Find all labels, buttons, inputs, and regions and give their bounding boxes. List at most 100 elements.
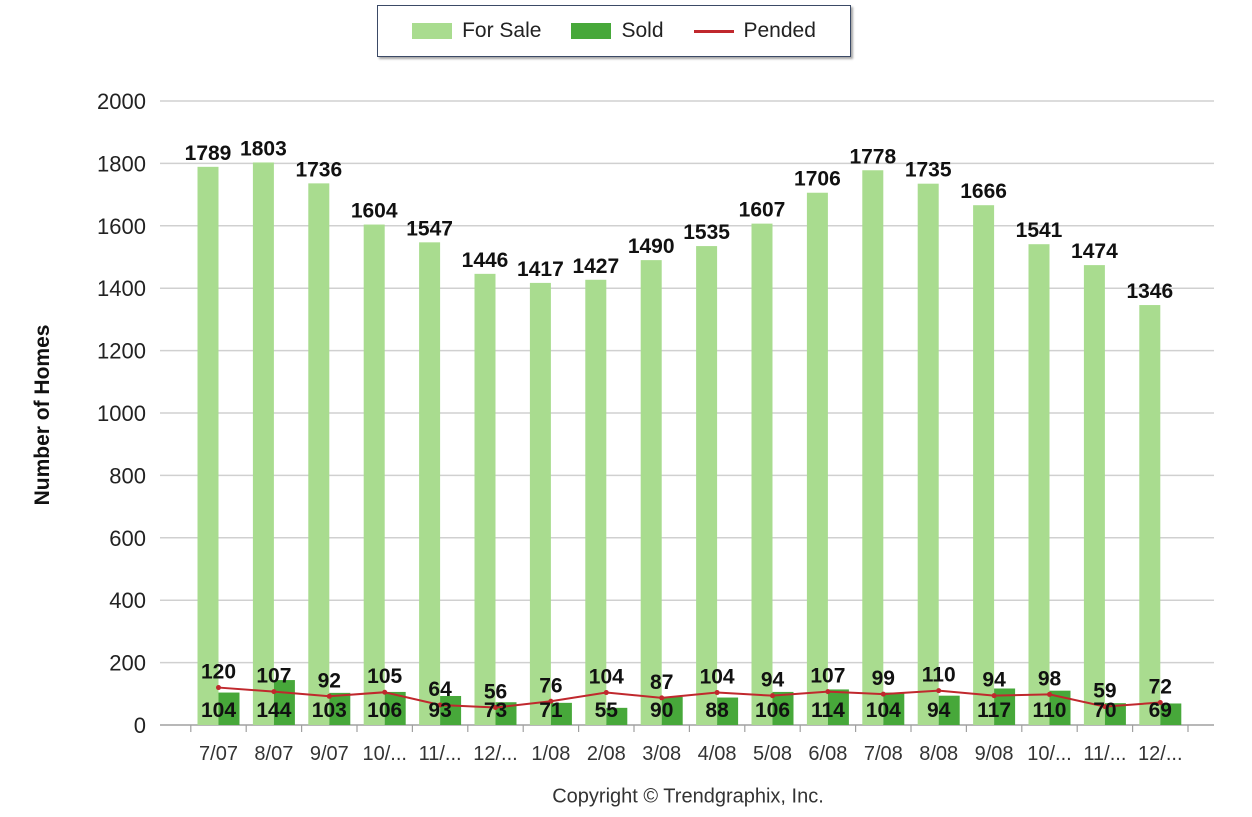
x-tick-label: 12/... (1138, 743, 1182, 765)
bar-sold (717, 697, 739, 725)
data-label-for-sale: 1706 (794, 168, 841, 191)
data-label-sold: 55 (595, 699, 619, 722)
data-label-sold: 106 (367, 699, 402, 722)
bar-for-sale (917, 183, 939, 725)
data-label-pended: 94 (761, 669, 785, 692)
data-label-sold: 104 (201, 699, 236, 722)
bar-for-sale (640, 260, 662, 725)
data-label-pended: 87 (650, 671, 673, 694)
bar-sold (329, 692, 351, 725)
bar-sold (440, 695, 462, 725)
bar-sold (1049, 690, 1071, 725)
bar-sold (883, 692, 905, 725)
legend-swatch-for-sale (412, 23, 453, 39)
point-pended (271, 689, 277, 695)
data-label-pended: 64 (428, 678, 452, 701)
point-pended (382, 689, 388, 695)
legend-label-for-sale: For Sale (462, 19, 542, 42)
bar-sold (384, 691, 406, 725)
data-label-for-sale: 1666 (960, 180, 1007, 203)
data-label-pended: 56 (484, 681, 507, 704)
data-label-sold: 93 (428, 699, 451, 722)
bar-for-sale (696, 246, 718, 725)
point-pended (991, 693, 997, 699)
x-tick-label: 9/08 (975, 743, 1014, 765)
data-label-pended: 104 (589, 666, 624, 689)
data-label-for-sale: 1736 (295, 158, 342, 181)
data-label-for-sale: 1607 (739, 199, 786, 222)
data-label-sold: 71 (539, 699, 563, 722)
data-label-pended: 110 (922, 664, 956, 687)
data-label-sold: 88 (705, 699, 729, 722)
x-tick-label: 8/08 (919, 743, 958, 765)
y-tick-label-0: 0 (134, 713, 146, 738)
bar-sold (772, 691, 794, 725)
data-label-sold: 104 (866, 699, 901, 722)
point-pended (770, 693, 775, 699)
x-tick-label: 11/... (419, 743, 462, 765)
data-label-for-sale: 1535 (683, 221, 730, 244)
x-tick-label: 12/... (473, 743, 517, 765)
data-label-sold: 144 (256, 699, 291, 722)
bar-for-sale (529, 282, 551, 725)
data-label-pended: 107 (256, 665, 291, 688)
data-label-sold: 114 (811, 699, 845, 722)
point-pended (880, 691, 886, 697)
x-tick-label: 1/08 (531, 743, 570, 765)
data-label-pended: 59 (1093, 680, 1116, 703)
y-tick-label-1800: 1800 (97, 151, 146, 176)
copyright-footer: Copyright © Trendgraphix, Inc. (552, 785, 824, 808)
bar-for-sale (419, 242, 441, 725)
y-tick-label-1200: 1200 (97, 339, 146, 364)
data-label-for-sale: 1427 (572, 255, 619, 278)
bar-for-sale (1083, 265, 1105, 725)
bar-for-sale (585, 279, 607, 725)
y-tick-label-800: 800 (109, 463, 146, 488)
legend-item-for-sale: For Sale (412, 19, 541, 43)
bar-sold (1104, 703, 1126, 725)
bar-for-sale (363, 224, 385, 725)
bar-sold (1160, 703, 1182, 725)
x-tick-label: 8/07 (254, 743, 293, 765)
bar-for-sale (474, 273, 496, 725)
point-pended (326, 693, 332, 699)
chart-legend: For Sale Sold Pended (377, 5, 851, 57)
point-pended (548, 698, 554, 704)
legend-item-sold: Sold (571, 19, 664, 43)
line-pended (218, 686, 1161, 709)
data-label-pended: 99 (872, 667, 895, 690)
data-label-for-sale: 1446 (462, 249, 509, 272)
bar-for-sale (197, 166, 219, 725)
legend-item-pended: Pended (693, 19, 816, 43)
data-label-for-sale: 1541 (1016, 219, 1063, 242)
bar-sold (218, 692, 240, 725)
data-label-for-sale: 1604 (351, 200, 398, 223)
y-tick-label-1600: 1600 (97, 214, 146, 239)
bar-sold (827, 689, 849, 725)
data-label-for-sale: 1346 (1126, 280, 1173, 303)
point-pended (825, 689, 831, 695)
data-label-pended: 94 (982, 669, 1006, 692)
data-label-for-sale: 1547 (406, 217, 453, 240)
data-label-sold: 106 (755, 699, 790, 722)
legend-label-pended: Pended (743, 19, 816, 42)
bar-sold (661, 696, 683, 725)
point-pended (603, 690, 609, 696)
data-label-sold: 94 (927, 699, 951, 722)
x-tick-label: 11/... (1083, 743, 1126, 765)
data-label-sold: 73 (484, 699, 507, 722)
bar-for-sale (308, 183, 330, 726)
legend-label-sold: Sold (621, 19, 664, 42)
point-pended (216, 685, 221, 691)
data-label-sold: 90 (650, 699, 673, 722)
x-tick-label: 10/... (1027, 743, 1071, 765)
bar-for-sale (1139, 305, 1161, 725)
data-label-for-sale: 1803 (240, 137, 287, 160)
x-tick-label: 6/08 (808, 743, 847, 765)
data-label-sold: 69 (1149, 699, 1172, 722)
data-label-for-sale: 1789 (185, 142, 232, 165)
x-tick-label: 4/08 (698, 743, 737, 765)
bar-sold (938, 695, 960, 725)
y-tick-label-1000: 1000 (97, 401, 146, 426)
